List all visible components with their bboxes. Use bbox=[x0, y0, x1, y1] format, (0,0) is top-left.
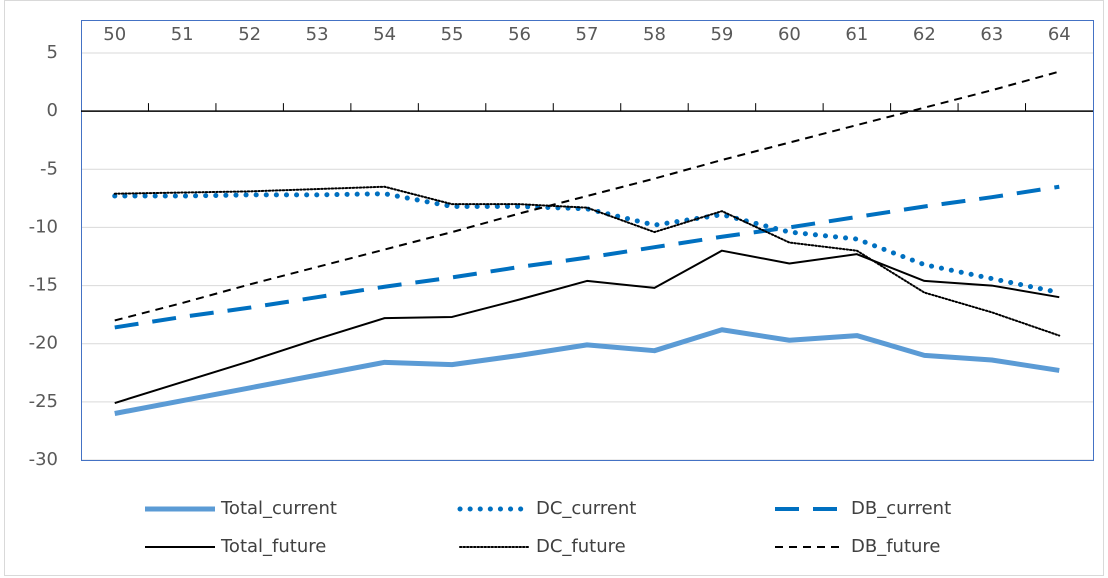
x-tick-label: 62 bbox=[913, 24, 936, 45]
legend: Total_current DC_current DB_current Total_f… bbox=[145, 498, 951, 557]
series-line bbox=[112, 191, 1062, 296]
x-tick-label: 54 bbox=[373, 24, 396, 45]
chart-frame bbox=[4, 0, 1104, 576]
legend-label: DC_current bbox=[536, 498, 636, 519]
series-line bbox=[114, 249, 1060, 404]
grid: -30 -25 -20 -15 -10 -5 0 5 50 51 52 53 54 55 56 57 58 59 6… bbox=[29, 24, 1093, 470]
series-line bbox=[114, 327, 1060, 416]
x-tick-label: 58 bbox=[643, 24, 666, 45]
x-tick-label: 63 bbox=[980, 24, 1003, 45]
x-tick-label: 60 bbox=[778, 24, 801, 45]
x-tick-label: 61 bbox=[845, 24, 868, 45]
series-line bbox=[114, 70, 1060, 322]
legend-label: Total_current bbox=[220, 498, 337, 519]
series-group bbox=[81, 70, 1093, 416]
y-tick-label: -5 bbox=[40, 158, 58, 179]
x-tick-label: 56 bbox=[508, 24, 531, 45]
x-tick-label: 55 bbox=[441, 24, 464, 45]
x-tick-label: 53 bbox=[306, 24, 329, 45]
y-tick-label: -30 bbox=[29, 449, 58, 470]
x-tick-label: 50 bbox=[103, 24, 126, 45]
series-line bbox=[114, 184, 1060, 330]
y-tick-label: -10 bbox=[29, 216, 58, 237]
x-tick-label: 52 bbox=[238, 24, 261, 45]
legend-label: DB_future bbox=[851, 536, 941, 557]
x-tick-label: 51 bbox=[171, 24, 194, 45]
series-line bbox=[113, 185, 1061, 337]
plot-area bbox=[81, 20, 1094, 461]
y-tick-label: -25 bbox=[29, 391, 58, 412]
x-tick-label: 59 bbox=[710, 24, 733, 45]
x-tick-label: 64 bbox=[1048, 24, 1071, 45]
y-tick-label: 0 bbox=[47, 100, 58, 121]
y-tick-label: -20 bbox=[29, 333, 58, 354]
legend-label: DB_current bbox=[851, 498, 951, 519]
y-tick-label: 5 bbox=[47, 42, 58, 63]
x-tick-label: 57 bbox=[576, 24, 599, 45]
y-tick-label: -15 bbox=[29, 275, 58, 296]
legend-label: Total_future bbox=[220, 536, 326, 557]
legend-label: DC_future bbox=[536, 536, 626, 557]
